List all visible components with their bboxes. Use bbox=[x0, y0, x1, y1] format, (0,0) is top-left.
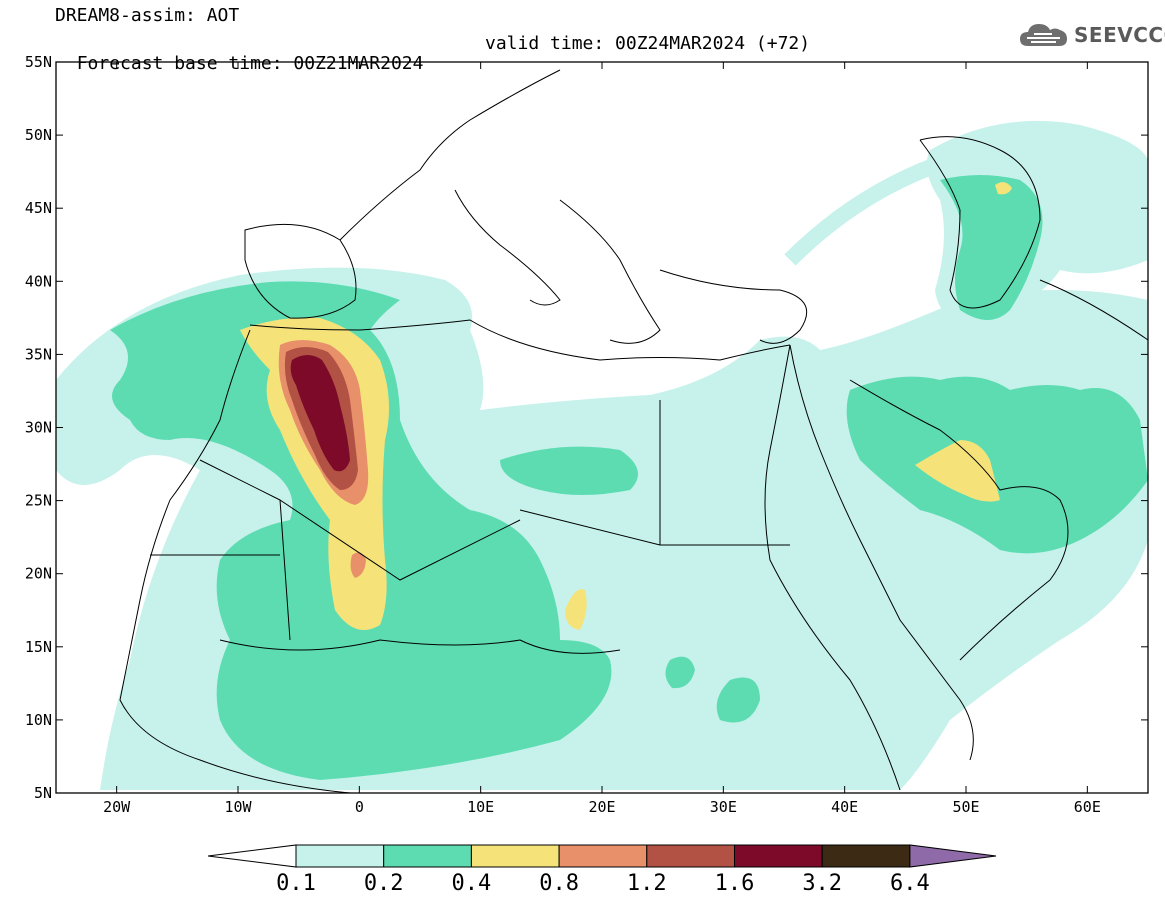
lon-label: 60E bbox=[1074, 798, 1101, 816]
aot-band-0.4-arabia bbox=[915, 440, 1000, 502]
lat-label: 35N bbox=[25, 345, 52, 363]
colorbar-label: 1.6 bbox=[715, 871, 755, 896]
seevccc-logo: SEEVCCC bbox=[1018, 20, 1165, 50]
lat-label: 40N bbox=[25, 272, 52, 290]
colorbar-label: 0.2 bbox=[364, 871, 404, 896]
colorbar-label: 0.8 bbox=[539, 871, 579, 896]
aot-band-0.2-sudan bbox=[665, 656, 695, 689]
aot-band-0.4-chad bbox=[565, 589, 587, 630]
lat-label: 5N bbox=[34, 784, 52, 802]
lat-label: 30N bbox=[25, 419, 52, 437]
aot-band-0.2-chad bbox=[716, 677, 760, 723]
valid-time-label: valid time: 00Z24MAR2024 (+72) bbox=[485, 33, 811, 54]
lat-label: 25N bbox=[25, 492, 52, 510]
lat-label: 10N bbox=[25, 711, 52, 729]
lat-label: 20N bbox=[25, 565, 52, 583]
lon-label: 30E bbox=[710, 798, 737, 816]
aot-shading bbox=[56, 120, 1148, 791]
lon-label: 20W bbox=[103, 798, 131, 816]
lat-label: 15N bbox=[25, 638, 52, 656]
aot-band-0.4-caspian bbox=[995, 182, 1012, 195]
colorbar: 0.1 0.2 0.4 0.8 1.2 1.6 3.2 6.4 bbox=[207, 844, 997, 896]
logo-text: SEEVCCC bbox=[1074, 23, 1165, 47]
colorbar-label: 6.4 bbox=[890, 871, 930, 896]
cloud-icon bbox=[1020, 24, 1067, 46]
colorbar-swatch bbox=[734, 844, 823, 868]
base-time-text: Forecast base time: 00Z21MAR2024 bbox=[76, 53, 424, 74]
chart-title: DREAM8-assim: AOT bbox=[55, 5, 240, 26]
colorbar-swatch bbox=[821, 844, 911, 868]
lon-label: 0 bbox=[355, 798, 364, 816]
aot-field bbox=[56, 120, 1148, 791]
colorbar-lower-arrow bbox=[207, 844, 297, 868]
longitude-axis: 20W 10W 0 10E 20E 30E 40E 50E 60E bbox=[103, 62, 1101, 816]
aot-band-1.6 bbox=[290, 355, 350, 472]
colorbar-swatch bbox=[470, 844, 560, 868]
colorbar-swatch bbox=[383, 844, 472, 868]
lat-label: 55N bbox=[25, 53, 52, 71]
lon-label: 10W bbox=[224, 798, 252, 816]
iberia-outline bbox=[244, 223, 357, 319]
latitude-axis: 55N 50N 45N 40N 35N 30N 25N 20N 15N 10N 5N bbox=[25, 53, 1148, 802]
aot-band-0.8-south bbox=[350, 552, 366, 578]
lon-label: 20E bbox=[588, 798, 615, 816]
lat-label: 50N bbox=[25, 126, 52, 144]
lon-label: 50E bbox=[952, 798, 979, 816]
colorbar-label: 1.2 bbox=[627, 871, 667, 896]
colorbar-swatch bbox=[558, 844, 648, 868]
colorbar-upper-arrow bbox=[909, 844, 997, 868]
lon-label: 10E bbox=[467, 798, 494, 816]
colorbar-label: 0.4 bbox=[452, 871, 492, 896]
coastlines bbox=[119, 69, 1148, 793]
colorbar-swatch bbox=[295, 844, 385, 868]
aot-band-0.1-arc bbox=[784, 152, 953, 266]
colorbar-swatch bbox=[646, 844, 735, 868]
colorbar-label: 0.1 bbox=[276, 871, 316, 896]
lat-label: 45N bbox=[25, 199, 52, 217]
base-time-label: Forecast base time: 00Z21MAR2024 valid t… bbox=[55, 34, 810, 94]
colorbar-label: 3.2 bbox=[802, 871, 842, 896]
aot-band-0.2-caspian bbox=[940, 175, 1043, 320]
lon-label: 40E bbox=[831, 798, 858, 816]
aot-band-0.2-libya bbox=[500, 446, 638, 495]
